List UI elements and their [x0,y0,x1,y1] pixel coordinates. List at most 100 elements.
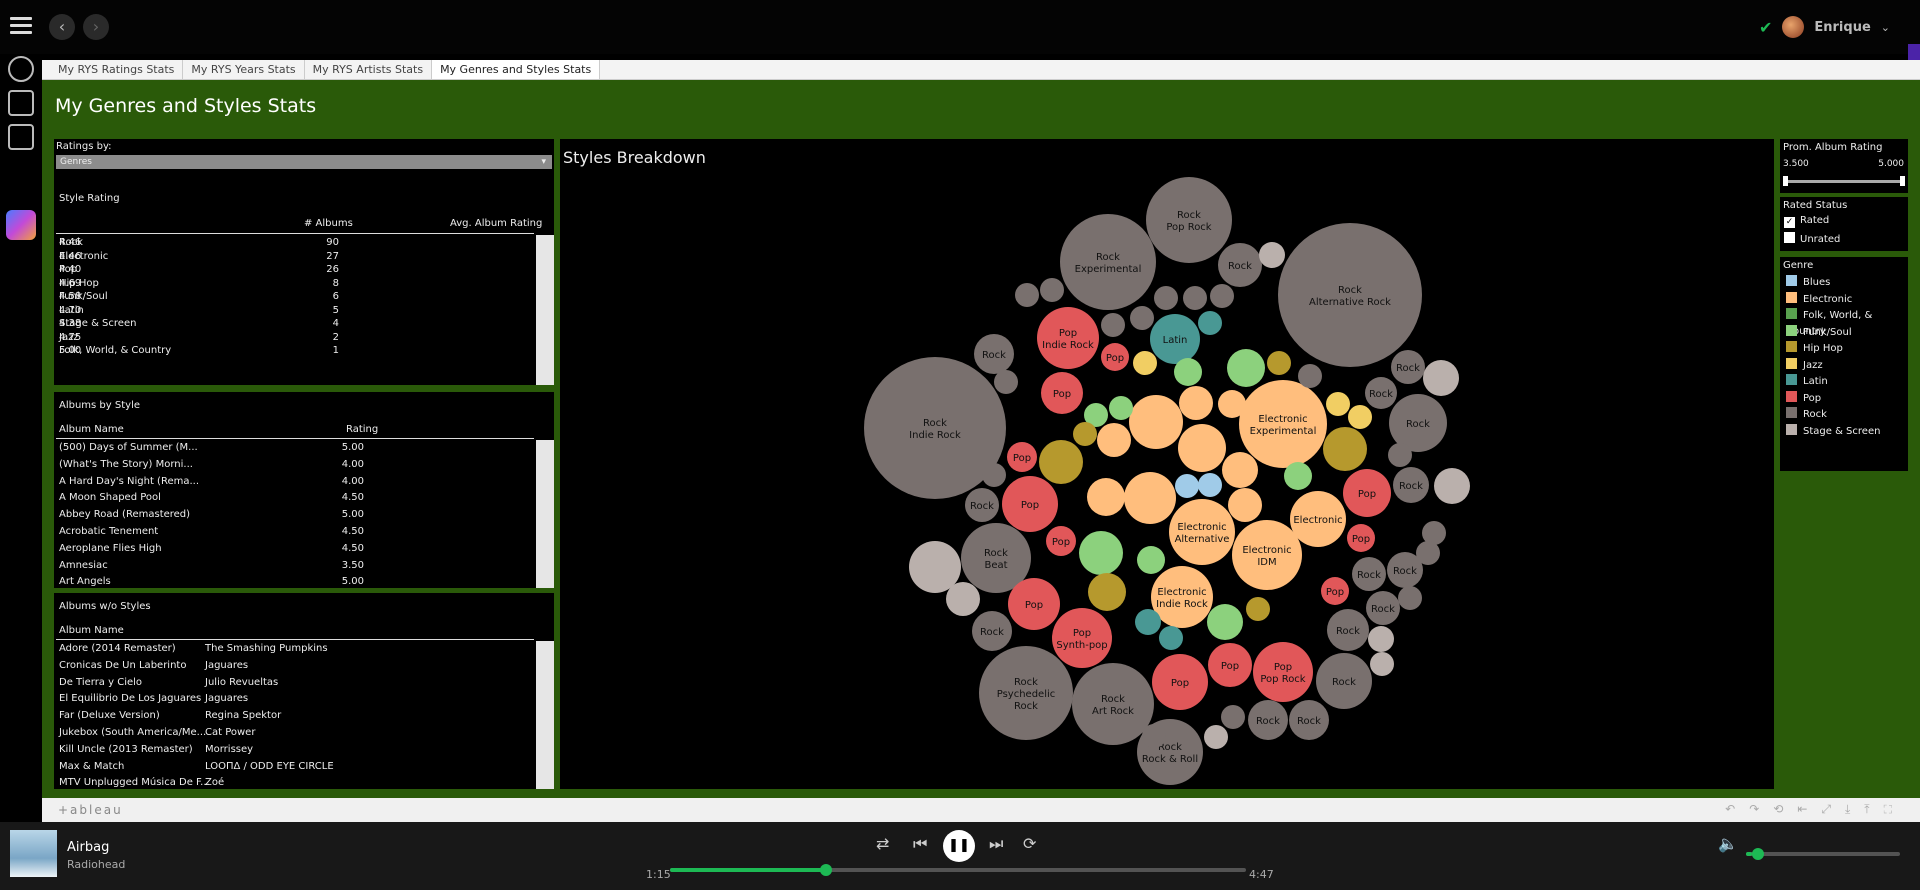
bubble[interactable] [1084,403,1108,427]
bubble[interactable] [1198,473,1222,497]
bubble-circle[interactable] [1289,700,1329,740]
bubble-circle[interactable] [1343,469,1391,517]
bubble[interactable] [1130,306,1154,330]
bubble[interactable]: Rock [1316,653,1372,709]
chevron-down-icon[interactable]: ⌄ [1880,20,1890,34]
bubble[interactable] [1368,626,1394,652]
bubble[interactable] [1228,488,1262,522]
bubble-circle[interactable] [982,463,1006,487]
bubble-circle[interactable] [994,370,1018,394]
bubble-circle[interactable] [1416,541,1440,565]
table-row[interactable]: MTV Unplugged Música De F... Zoé [59,775,539,791]
bubble[interactable]: Rock [1389,394,1447,452]
table-row[interactable]: Jazz 2 4.75 [59,330,539,346]
progress-handle[interactable] [819,864,832,876]
bubble-circle[interactable] [1101,343,1129,371]
bubble[interactable]: Electronic [1290,491,1346,547]
bubble-circle[interactable] [1152,654,1208,710]
bubble-circle[interactable] [1129,395,1183,449]
legend-item[interactable]: Pop [1786,390,1821,407]
table-row[interactable]: Art Angels 5.00 [59,574,539,590]
table-row[interactable]: Latin 5 4.70 [59,303,539,319]
table-row[interactable]: Far (Deluxe Version) Regina Spektor [59,708,539,724]
skip-forward-icon[interactable]: ⏭ [989,834,1004,853]
bubble-circle[interactable] [1370,652,1394,676]
bubble[interactable] [1204,725,1228,749]
bubble[interactable] [982,463,1006,487]
bubble-circle[interactable] [1137,546,1165,574]
scrollbar[interactable] [536,235,554,385]
bubble-circle[interactable] [972,611,1012,651]
bubble[interactable]: Pop [1321,577,1349,605]
bubble-circle[interactable] [1079,531,1123,575]
repeat-icon[interactable]: ⟳ [1023,834,1037,853]
bubble-circle[interactable] [1298,364,1322,388]
bubble-circle[interactable] [1088,573,1126,611]
bubble-circle[interactable] [864,357,1006,499]
legend-item[interactable]: Blues [1786,275,1830,291]
bubble[interactable]: Rock [1391,350,1425,384]
rating-range-slider[interactable] [1785,180,1903,183]
bubble-circle[interactable] [1169,499,1235,565]
pause-icon[interactable]: ❚❚ [943,830,975,862]
bubble-circle[interactable] [1204,725,1228,749]
volume-slider[interactable] [1746,848,1900,860]
table-row[interactable]: Funk/Soul 6 4.58 [59,289,539,305]
table-row[interactable]: Amnesiac 3.50 [59,558,539,574]
bubble[interactable] [1423,360,1459,396]
table-row[interactable]: Pop 26 4.40 [59,262,539,278]
avatar[interactable] [1782,16,1805,38]
bubble-circle[interactable] [1434,468,1470,504]
bubble-circle[interactable] [1052,608,1112,668]
bubble[interactable] [1198,311,1222,335]
table-row[interactable]: Abbey Road (Remastered) 5.00 [59,507,539,523]
bubble[interactable] [1388,443,1412,467]
bubble[interactable] [1227,349,1265,387]
bubble-circle[interactable] [1218,243,1262,287]
bubble[interactable] [1088,573,1126,611]
legend-item[interactable]: Jazz [1786,357,1823,374]
bubble[interactable] [1246,597,1270,621]
bubble[interactable]: Pop [1152,654,1208,710]
bubble-circle[interactable] [1326,392,1350,416]
bubble[interactable]: Rock [972,611,1012,651]
bubble-circle[interactable] [1179,386,1213,420]
bubble[interactable]: Rock [1366,591,1400,625]
track-title[interactable]: Airbag [67,840,110,855]
scrollbar[interactable] [536,440,554,588]
bubble[interactable] [946,582,980,616]
bubble-circle[interactable] [1097,423,1131,457]
bubble-circle[interactable] [1316,653,1372,709]
bubble-circle[interactable] [1290,491,1346,547]
bubble[interactable]: Pop [1002,476,1058,532]
table-row[interactable]: Kill Uncle (2013 Remaster) Morrissey [59,742,539,758]
bubble[interactable] [1174,358,1202,386]
legend-item[interactable]: Folk, World, & Country [1786,308,1908,337]
bubble-circle[interactable] [1267,351,1291,375]
bubble-circle[interactable] [1151,566,1213,628]
bubble[interactable]: Rock [1289,700,1329,740]
bubble[interactable]: Rock [974,334,1014,374]
bubble-circle[interactable] [1398,586,1422,610]
table-row[interactable]: El Equilibrio De Los Jaguares Jaguares [59,691,539,707]
bubble-circle[interactable] [1366,591,1400,625]
bubble[interactable]: Pop [1208,643,1252,687]
bubble-circle[interactable] [1368,626,1394,652]
bubble-circle[interactable] [961,523,1031,593]
bubble[interactable] [1183,286,1207,310]
bubble[interactable] [1222,452,1258,488]
bubble[interactable] [1323,427,1367,471]
bubble[interactable] [1434,468,1470,504]
bubble-circle[interactable] [1239,380,1327,468]
bubble-circle[interactable] [1232,520,1302,590]
bubble-circle[interactable] [1041,372,1083,414]
table-row[interactable]: (What's The Story) Morni... 4.00 [59,457,539,473]
bubble-circle[interactable] [1178,424,1226,472]
bubble[interactable]: Rock [1387,552,1423,588]
bubble[interactable]: Pop [1101,343,1129,371]
bubble-circle[interactable] [1391,350,1425,384]
progress-bar[interactable] [670,864,1246,876]
